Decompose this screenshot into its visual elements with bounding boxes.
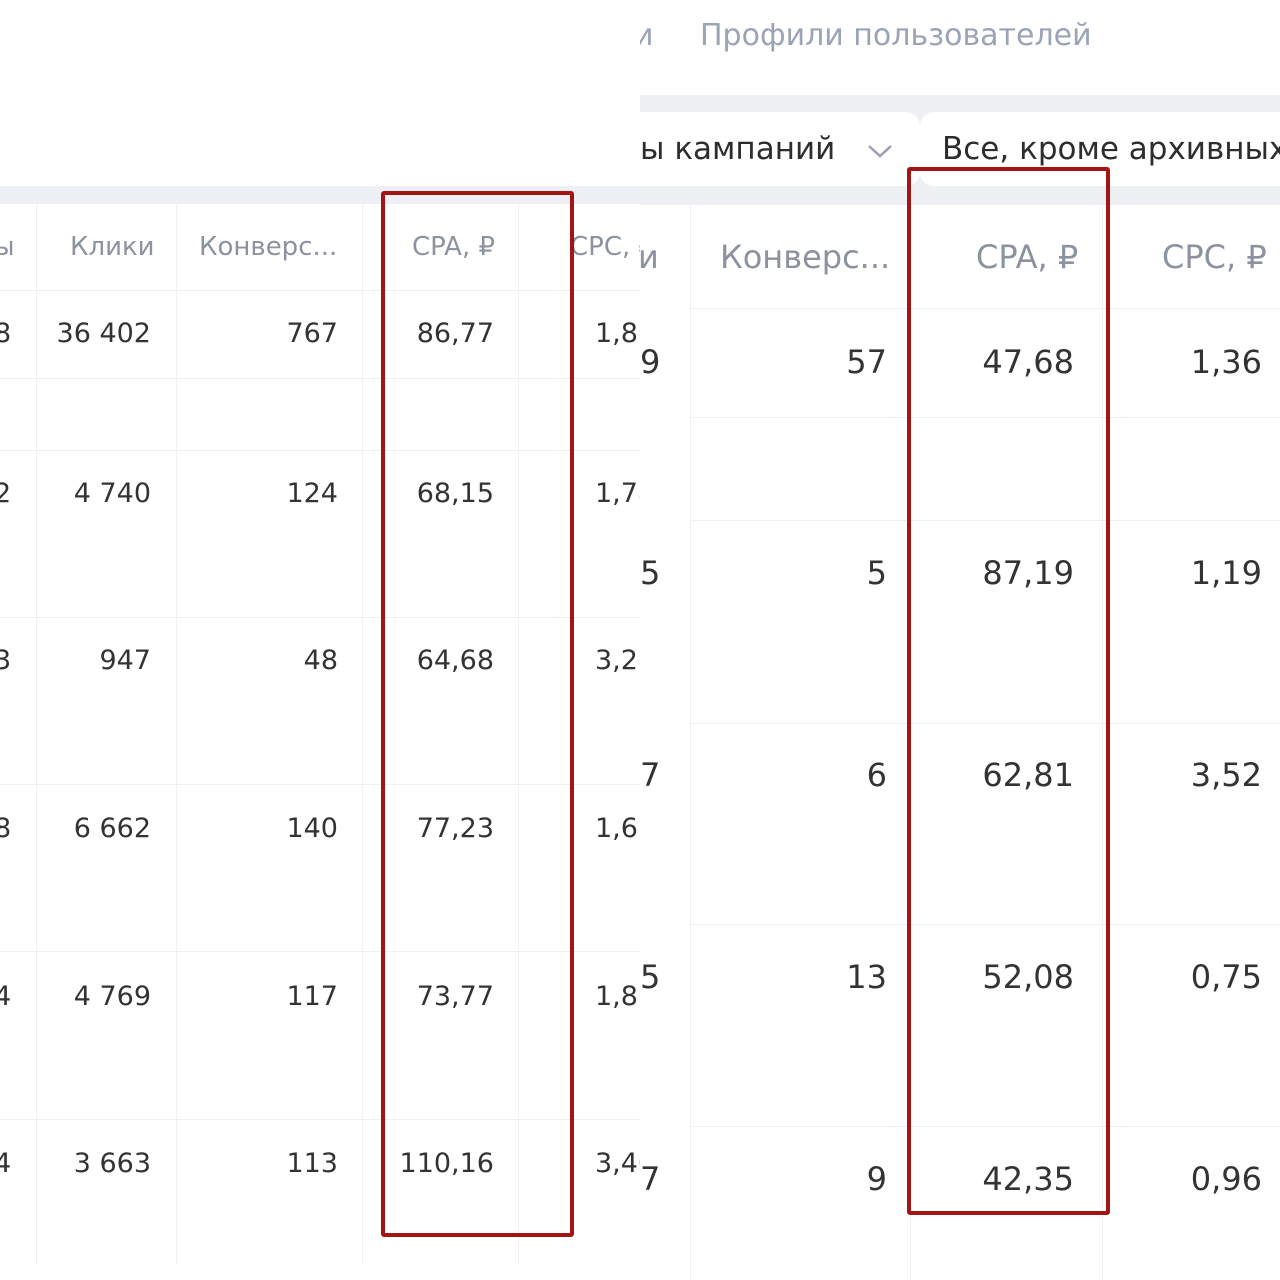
cell-clicks: 3 663 [73, 1148, 151, 1179]
cell-cpa: 87,19 [982, 554, 1074, 592]
row-divider [0, 450, 640, 451]
cell-cpa: 64,68 [416, 645, 494, 676]
cell-partial: 8 [0, 813, 12, 844]
row-divider [0, 290, 640, 291]
row-divider [0, 1119, 640, 1120]
cell-conversions: 113 [286, 1148, 338, 1179]
column-header-cpa[interactable]: CPA, ₽ [412, 232, 496, 262]
row-divider [690, 417, 1280, 418]
cell-cpc: 1,19 [1190, 554, 1262, 592]
row-divider [690, 924, 1280, 925]
right-screenshot-panel: и Профили пользователей ы кампаний Все, … [640, 0, 1280, 1280]
cell-conversions: 117 [286, 981, 338, 1012]
cell-cpc: 3,40 [595, 1148, 640, 1179]
cell-cpa: 110,16 [399, 1148, 494, 1179]
chevron-down-icon [868, 144, 892, 158]
column-divider [1102, 205, 1103, 1280]
cell-cpa: 77,23 [416, 813, 494, 844]
row-divider [690, 308, 1280, 309]
toolbar-divider [0, 186, 640, 204]
cell-conversions: 6 [866, 756, 887, 794]
campaign-type-filter-label: ы кампаний [640, 131, 836, 167]
status-filter-label: Все, кроме архивных [942, 131, 1280, 167]
column-divider [176, 204, 177, 1264]
cell-partial: 7 [640, 1160, 661, 1198]
cell-partial: 5 [640, 554, 661, 592]
cell-partial: 9 [640, 343, 661, 381]
column-header-cpc[interactable]: CPC, ₽ [1162, 238, 1267, 276]
cell-clicks: 4 740 [73, 478, 151, 509]
tab-user-profiles[interactable]: Профили пользователей [700, 18, 1092, 53]
cell-cpa: 68,15 [416, 478, 494, 509]
cell-cpc: 3,52 [1190, 756, 1262, 794]
cell-cpc: 0,96 [1190, 1160, 1262, 1198]
cell-cpc: 1,62 [595, 813, 640, 844]
column-header-conversions[interactable]: Конверс... [720, 238, 891, 276]
cell-partial: 5 [640, 958, 661, 996]
cell-clicks: 6 662 [73, 813, 151, 844]
column-header-partial[interactable]: и [640, 238, 659, 276]
column-divider [36, 204, 37, 1264]
cell-cpc: 0,75 [1190, 958, 1262, 996]
row-divider [0, 951, 640, 952]
cpa-column-highlight [381, 191, 574, 1237]
cell-partial: 2 [0, 478, 12, 509]
cell-partial: 4 [0, 981, 12, 1012]
row-divider [690, 1126, 1280, 1127]
column-header-clicks[interactable]: Клики [70, 232, 155, 262]
cell-cpc: 1,83 [595, 318, 640, 349]
column-header-cpc[interactable]: CPC, ₽ [570, 232, 640, 262]
cell-conversions: 5 [866, 554, 887, 592]
cell-conversions: 140 [286, 813, 338, 844]
cell-partial: 8 [0, 318, 12, 349]
cell-conversions: 13 [846, 958, 887, 996]
cell-cpc: 3,28 [595, 645, 640, 676]
cell-partial: 7 [640, 756, 661, 794]
cell-conversions: 48 [303, 645, 338, 676]
column-divider [690, 205, 691, 1280]
cell-cpa: 42,35 [982, 1160, 1074, 1198]
cell-conversions: 124 [286, 478, 338, 509]
row-divider [0, 784, 640, 785]
cell-conversions: 767 [286, 318, 338, 349]
cell-cpa: 62,81 [982, 756, 1074, 794]
top-tabs-bar [640, 0, 1280, 95]
row-divider [0, 378, 640, 379]
campaign-type-filter[interactable]: ы кампаний [640, 112, 920, 186]
cell-conversions: 57 [846, 343, 887, 381]
column-header-conversions[interactable]: Конверс... [199, 232, 338, 262]
cell-partial: 3 [0, 645, 12, 676]
cell-cpc: 1,36 [1190, 343, 1262, 381]
cell-cpc: 1,81 [595, 981, 640, 1012]
tab-partial[interactable]: и [640, 18, 654, 53]
column-divider [518, 204, 519, 1264]
cell-cpa: 86,77 [416, 318, 494, 349]
column-divider [362, 204, 363, 1264]
row-divider [0, 617, 640, 618]
column-header-partial[interactable]: ы [0, 232, 15, 262]
cell-cpa: 52,08 [982, 958, 1074, 996]
cell-cpc: 1,78 [595, 478, 640, 509]
left-screenshot-panel: ы Клики Конверс... CPA, ₽ CPC, ₽ 8 36 40… [0, 186, 640, 1264]
cell-clicks: 947 [99, 645, 151, 676]
status-filter[interactable]: Все, кроме архивных [920, 112, 1280, 186]
cell-cpa: 73,77 [416, 981, 494, 1012]
cell-clicks: 36 402 [56, 318, 151, 349]
cell-partial: 4 [0, 1148, 12, 1179]
row-divider [690, 723, 1280, 724]
cpa-column-highlight [907, 167, 1110, 1215]
cell-conversions: 9 [866, 1160, 887, 1198]
cell-cpa: 47,68 [982, 343, 1074, 381]
row-divider [690, 520, 1280, 521]
cell-clicks: 4 769 [73, 981, 151, 1012]
column-header-cpa[interactable]: CPA, ₽ [976, 238, 1079, 276]
